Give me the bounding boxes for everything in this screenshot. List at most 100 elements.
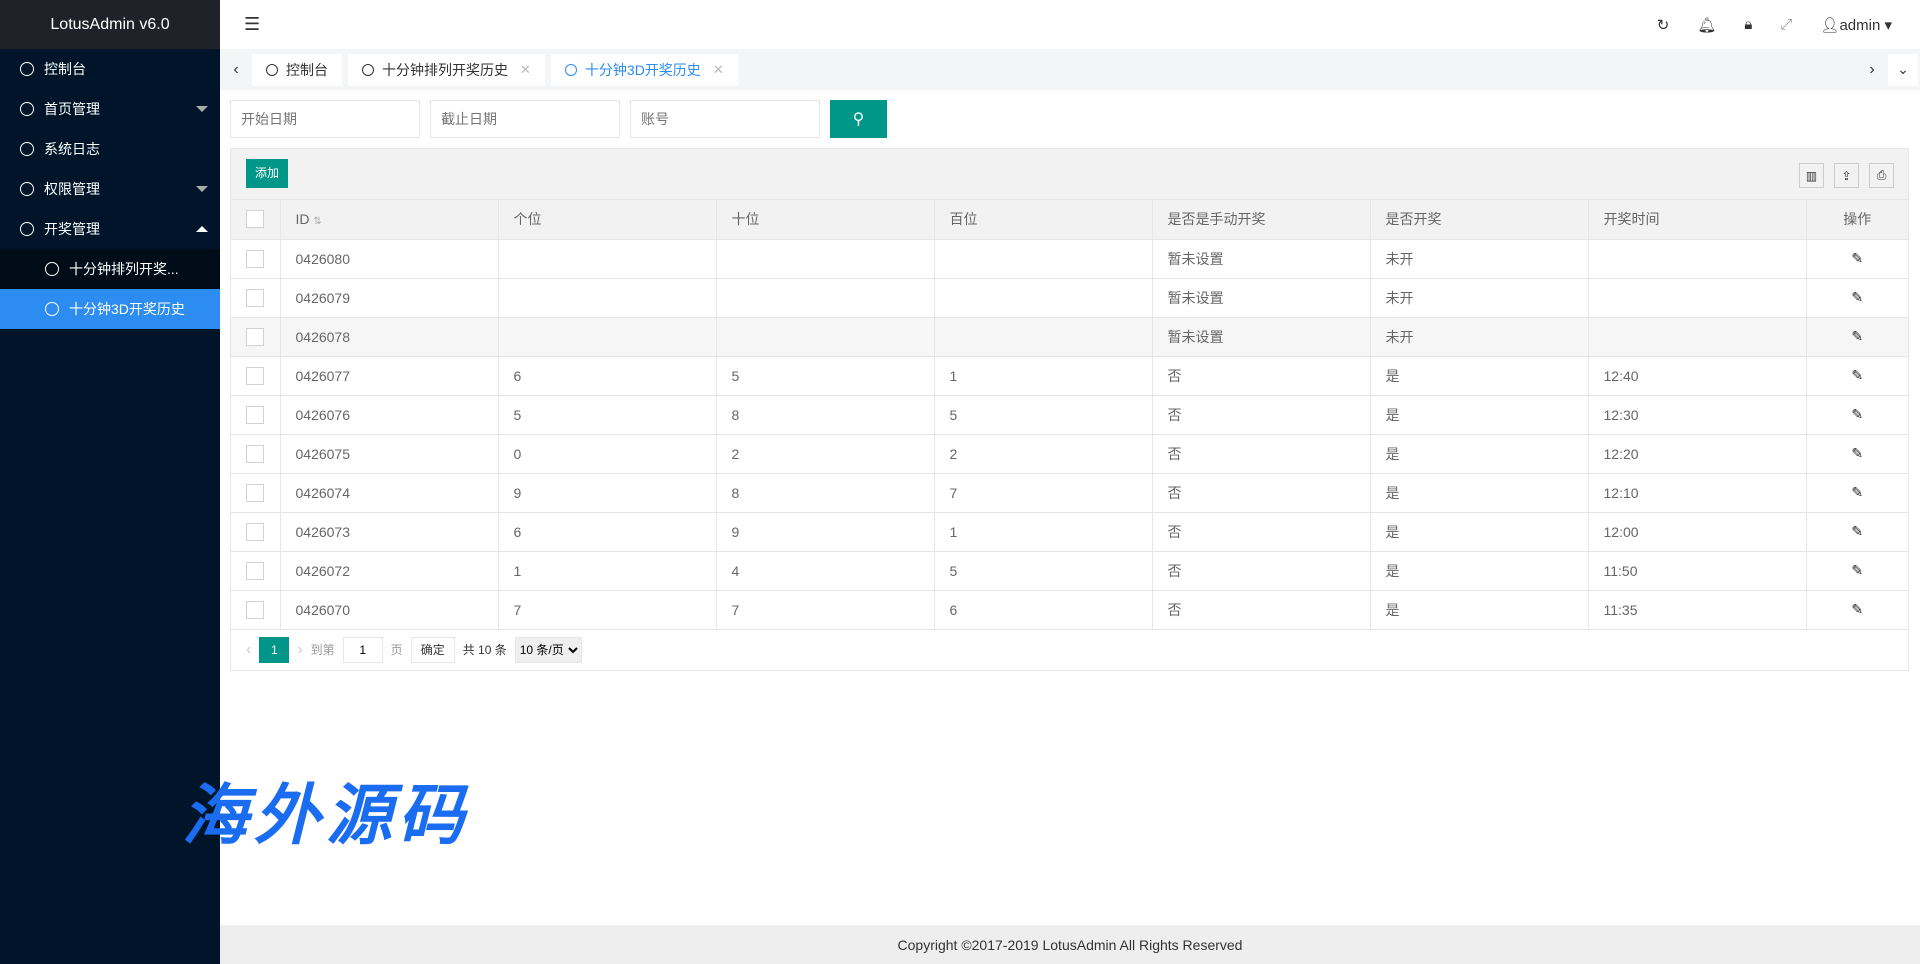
select-all-checkbox[interactable] [246,210,264,229]
add-button[interactable]: 添加 [246,159,289,188]
table-cell: 未开 [1370,278,1589,318]
table-cell: 5 [934,551,1153,591]
tab-3d[interactable]: 十分钟3D开奖历史 ✕ [550,53,738,86]
next-page-icon[interactable]: › [297,640,303,658]
table-cell [934,239,1153,279]
sidebar-item-dashboard[interactable]: 控制台 [0,49,220,89]
sidebar-subitem-3d[interactable]: 十分钟3D开奖历史 [0,289,220,329]
sidebar: LotusAdmin v6.0 控制台 首页管理 系统日志 权限管理 开奖管理 … [0,0,220,964]
search-button[interactable]: ⚲ [830,100,887,138]
row-checkbox[interactable] [246,561,264,580]
table-row: 0426072 1 4 5 否是 11:50 ✎ [231,551,1908,591]
account-input[interactable] [630,100,820,138]
table-cell: 否 [1152,356,1371,396]
table-cell: 0426078 [280,317,499,357]
table-header-row: ID ⇅ 个位 十位 百位 是否是手动开奖 是否开奖 开奖时间 操作 [231,200,1908,240]
start-date-input[interactable] [230,100,420,138]
row-checkbox[interactable] [246,483,264,502]
row-select [231,239,281,279]
tabs-prev-icon[interactable]: ‹ [233,60,239,78]
row-select [231,434,281,474]
prev-page-icon[interactable]: ‹ [246,640,252,658]
edit-icon[interactable]: ✎ [1851,250,1864,266]
edit-icon[interactable]: ✎ [1851,523,1864,539]
end-date-input[interactable] [430,100,620,138]
edit-icon[interactable]: ✎ [1851,445,1864,461]
sidebar-item-home[interactable]: 首页管理 [0,89,220,129]
confirm-button[interactable]: 确定 [410,636,455,663]
edit-icon[interactable]: ✎ [1851,367,1864,383]
bell-icon[interactable]: 🔔︎ [1697,16,1717,34]
column-header-id[interactable]: ID ⇅ [280,200,499,240]
column-header: 是否是手动开奖 [1152,200,1371,240]
tabs-next-icon[interactable]: › [1869,60,1875,78]
table-cell [716,317,935,357]
sort-icon[interactable]: ⇅ [313,216,322,228]
sidebar-item-permissions[interactable]: 权限管理 [0,169,220,209]
row-checkbox[interactable] [246,405,264,424]
table-cell: 0426077 [280,356,499,396]
row-checkbox[interactable] [246,444,264,463]
tabs-dropdown-icon[interactable]: ⌄ [1888,53,1918,86]
tab-pailie[interactable]: 十分钟排列开奖历史 ✕ [348,53,545,86]
table-cell: 0 [498,434,717,474]
row-checkbox[interactable] [246,522,264,541]
sidebar-item-logs[interactable]: 系统日志 [0,129,220,169]
table-cell: 4 [716,551,935,591]
export-icon[interactable]: ⇪ [1834,163,1859,188]
row-checkbox[interactable] [246,288,264,307]
sidebar-subitem-pailie[interactable]: 十分钟排列开奖... [0,249,220,289]
column-header: 十位 [716,200,935,240]
table-cell: 12:20 [1588,434,1807,474]
row-actions: ✎ [1806,395,1908,435]
table-cell: 是 [1370,590,1589,630]
fullscreen-icon[interactable]: ⤢ [1780,16,1793,33]
menu-toggle-icon[interactable]: ☰ [244,14,261,34]
row-actions: ✎ [1806,512,1908,552]
table-row: 0426076 5 8 5 否是 12:30 ✎ [231,395,1908,435]
table-cell [498,278,717,318]
edit-icon[interactable]: ✎ [1851,601,1864,617]
edit-icon[interactable]: ✎ [1851,562,1864,578]
row-checkbox[interactable] [246,600,264,619]
edit-icon[interactable]: ✎ [1851,289,1864,305]
lock-icon[interactable]: 🔒︎ [1744,16,1753,33]
table-cell: 5 [498,395,717,435]
row-select [231,317,281,357]
row-checkbox[interactable] [246,327,264,346]
row-actions: ✎ [1806,434,1908,474]
print-icon[interactable]: ⎙ [1869,163,1894,188]
data-table: 添加 ▥ ⇪ ⎙ ID ⇅ 个位 十位 百位 是否是手动开奖 是否开奖 开奖时间… [230,148,1909,671]
close-icon[interactable]: ✕ [712,61,724,77]
row-actions: ✎ [1806,239,1908,279]
edit-icon[interactable]: ✎ [1851,484,1864,500]
close-icon[interactable]: ✕ [520,61,531,77]
row-actions: ✎ [1806,590,1908,630]
circle-icon [564,63,577,76]
username: admin [1839,16,1881,34]
table-cell: 5 [716,356,935,396]
user-menu[interactable]: 👤︎admin ▾ [1820,16,1892,34]
log-icon [20,142,34,156]
tab-dashboard[interactable]: 控制台 [252,53,342,86]
dashboard-icon [266,63,278,76]
table-cell: 否 [1152,473,1371,513]
row-checkbox[interactable] [246,366,264,385]
edit-icon[interactable]: ✎ [1851,328,1864,344]
goto-page-input[interactable] [342,636,383,663]
page-1-button[interactable]: 1 [259,636,290,663]
table-cell: 1 [934,356,1153,396]
edit-icon[interactable]: ✎ [1851,406,1864,422]
per-page-select[interactable]: 10 条/页 [514,636,582,663]
table-row: 0426074 9 8 7 否是 12:10 ✎ [231,473,1908,513]
sidebar-item-lottery[interactable]: 开奖管理 [0,209,220,249]
table-cell: 11:50 [1588,551,1807,591]
table-cell: 11:35 [1588,590,1807,630]
table-cell: 1 [498,551,717,591]
row-checkbox[interactable] [246,249,264,268]
columns-icon[interactable]: ▥ [1799,163,1824,188]
column-header: 开奖时间 [1588,200,1807,240]
row-actions: ✎ [1806,278,1908,318]
table-cell: 是 [1370,473,1589,513]
refresh-icon[interactable]: ↻ [1656,16,1670,34]
